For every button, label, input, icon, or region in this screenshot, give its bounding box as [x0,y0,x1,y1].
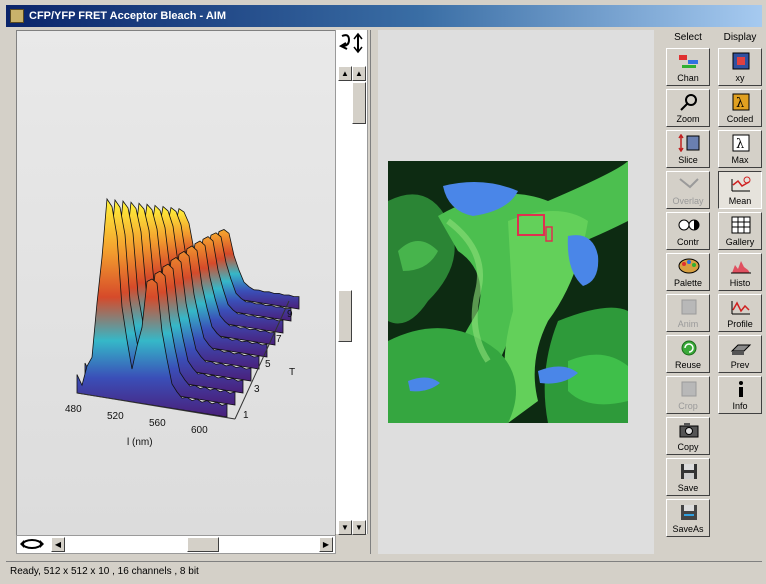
status-text: Ready, 512 x 512 x 10 , 16 channels , 8 … [10,566,199,577]
image-view-pane[interactable] [378,30,654,554]
svg-text:λ: λ [736,137,744,152]
select-toolbar: Select Chan Zoom Slice Overlay Contr Palette A… [664,30,712,540]
display-header: Display [716,30,764,46]
button-label: Copy [667,442,709,452]
crop-button[interactable]: Crop [666,376,710,414]
max-button[interactable]: λ Max [718,130,762,168]
button-label: Info [719,401,761,411]
save-button[interactable]: Save [666,458,710,496]
reuse-button[interactable]: Reuse [666,335,710,373]
scroll-down-button-2[interactable]: ▼ [352,520,366,535]
x-tick-label: 480 [65,404,82,415]
button-label: Slice [667,155,709,165]
profile-button[interactable]: Profile [718,294,762,332]
button-label: Prev [719,360,761,370]
button-label: Save [667,483,709,493]
chan-button[interactable]: Chan [666,48,710,86]
horizontal-scroll-thumb[interactable] [187,537,219,552]
button-label: Crop [667,401,709,411]
prev-button[interactable]: Prev [718,335,762,373]
display-toolbar: Display xy λ Coded λ Max Mean Gallery Histo Prof… [716,30,764,417]
spectral-3d-plot: 480 520 560 600 l (nm) 1 3 5 7 9 T [17,31,335,535]
button-label: Reuse [667,360,709,370]
x-tick-label: 560 [149,418,166,429]
overlay-button[interactable]: Overlay [666,171,710,209]
rotate-horizontal-icon[interactable] [19,537,45,551]
x-tick-label: 520 [107,411,124,422]
spectral-surface [77,199,299,417]
button-label: SaveAs [667,524,709,534]
title-bar[interactable]: CFP/YFP FRET Acceptor Bleach - AIM [6,5,762,27]
spectral-plot-pane[interactable]: 480 520 560 600 l (nm) 1 3 5 7 9 T [16,30,336,536]
app-icon [10,9,24,23]
gallery-button[interactable]: Gallery [718,212,762,250]
histo-button[interactable]: Histo [718,253,762,291]
button-label: Overlay [667,196,709,206]
scroll-up-button[interactable]: ▲ [338,66,352,81]
scroll-left-button[interactable]: ◀ [51,537,65,552]
button-label: Palette [667,278,709,288]
z-tick-label: 1 [243,410,249,421]
coded-button[interactable]: λ Coded [718,89,762,127]
anim-button[interactable]: Anim [666,294,710,332]
button-label: Zoom [667,114,709,124]
info-button[interactable]: Info [718,376,762,414]
scroll-thumb-top[interactable] [352,82,366,124]
z-tick-label: 5 [265,359,271,370]
plot-vertical-scrollbar[interactable]: ▲ ▲ ▼ ▼ [335,30,368,534]
copy-button[interactable]: Copy [666,417,710,455]
xy-button[interactable]: xy [718,48,762,86]
x-tick-label: 600 [191,425,208,436]
z-tick-label: 9 [287,309,293,320]
button-label: Coded [719,114,761,124]
button-label: Contr [667,237,709,247]
button-label: Profile [719,319,761,329]
button-label: Max [719,155,761,165]
button-label: Chan [667,73,709,83]
mean-button[interactable]: Mean [718,171,762,209]
plot-horizontal-scrollbar[interactable]: ◀ ▶ [16,535,336,554]
contr-button[interactable]: Contr [666,212,710,250]
button-label: Histo [719,278,761,288]
select-header: Select [664,30,712,46]
button-label: Gallery [719,237,761,247]
scroll-down-button[interactable]: ▼ [338,520,352,535]
pane-splitter[interactable] [370,30,377,554]
button-label: Mean [719,196,761,206]
rotate-view-icon[interactable] [337,32,366,54]
button-label: xy [719,73,761,83]
fret-cell-image[interactable] [388,161,628,423]
saveas-button[interactable]: SaveAs [666,499,710,537]
palette-button[interactable]: Palette [666,253,710,291]
button-label: Anim [667,319,709,329]
x-axis-label: l (nm) [127,437,153,448]
z-tick-label: 7 [276,334,282,345]
z-axis-label: T [289,367,295,378]
status-bar: Ready, 512 x 512 x 10 , 16 channels , 8 … [6,561,762,581]
zoom-button[interactable]: Zoom [666,89,710,127]
z-tick-label: 3 [254,384,260,395]
window-title: CFP/YFP FRET Acceptor Bleach - AIM [29,10,226,22]
svg-text:λ: λ [736,96,744,111]
scroll-right-button[interactable]: ▶ [319,537,333,552]
scroll-thumb[interactable] [338,290,352,342]
slice-button[interactable]: Slice [666,130,710,168]
scroll-up-button-2[interactable]: ▲ [352,66,366,81]
fluorescence-image [388,161,628,423]
